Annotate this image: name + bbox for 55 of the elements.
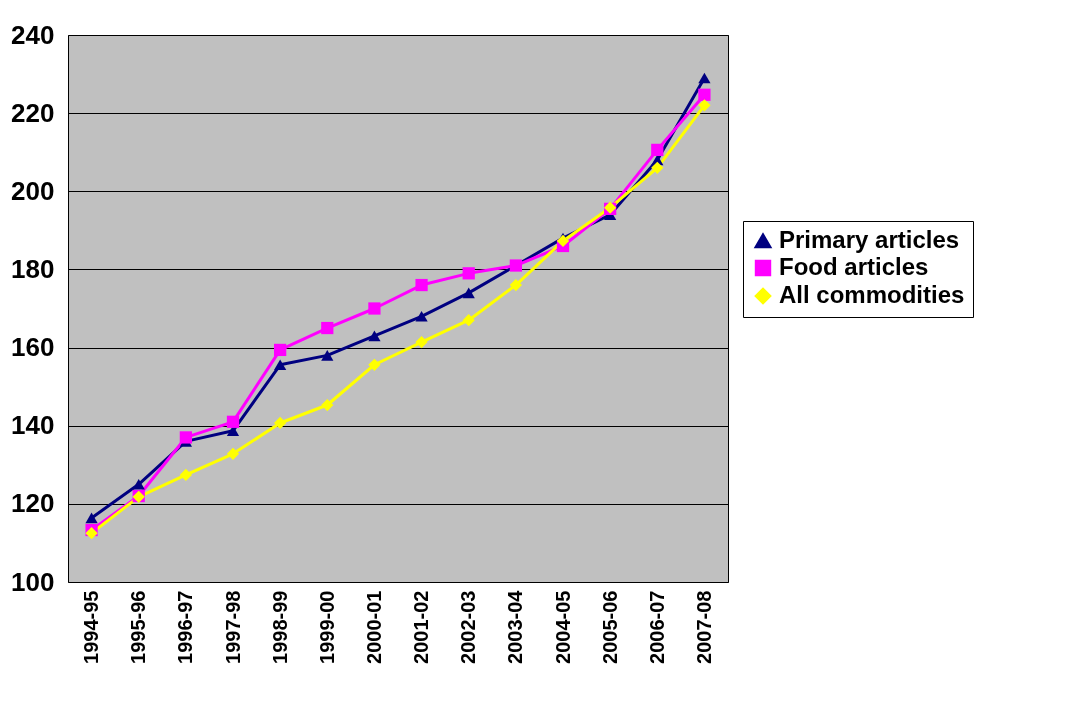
point	[462, 287, 475, 299]
y-tick-label: 220	[11, 97, 55, 128]
x-tick-label: 2002-03	[457, 590, 480, 664]
point	[698, 88, 711, 101]
point	[321, 350, 334, 361]
x-tick-label: 1995-96	[127, 590, 150, 664]
x-tick-label: 2006-07	[645, 590, 668, 664]
x-tick-label: 1998-99	[268, 590, 291, 664]
x-tick-label: 1999-00	[315, 590, 338, 664]
point	[415, 278, 428, 292]
point	[368, 302, 381, 315]
x-tick-label: 2003-04	[504, 589, 527, 664]
point	[179, 431, 192, 444]
y-tick-label: 160	[11, 332, 55, 363]
x-tick-label: 2004-05	[551, 590, 574, 664]
legend-label: All commodities	[779, 281, 965, 308]
x-tick-label: 1994-95	[80, 590, 103, 664]
point	[85, 527, 98, 540]
point	[462, 267, 475, 280]
y-tick-label: 200	[11, 175, 55, 206]
point	[462, 314, 475, 327]
point	[368, 330, 381, 342]
point	[509, 278, 522, 292]
y-tick-label: 120	[11, 488, 55, 519]
legend-label: Food articles	[779, 253, 929, 280]
point	[132, 479, 145, 490]
y-tick-label: 140	[11, 410, 55, 441]
x-tick-label: 2007-08	[692, 590, 715, 664]
x-tick-label: 2001-02	[410, 590, 433, 664]
point	[321, 321, 334, 335]
point	[415, 335, 428, 349]
point	[179, 468, 192, 482]
point	[274, 359, 287, 371]
point	[226, 415, 240, 428]
point	[698, 99, 711, 112]
point	[321, 398, 334, 412]
point	[651, 161, 664, 174]
point	[226, 425, 240, 437]
point	[274, 416, 287, 430]
point	[415, 311, 428, 322]
legend-label: Primary articles	[779, 226, 960, 253]
point	[226, 447, 240, 460]
x-tick-label: 1996-97	[174, 590, 197, 664]
x-tick-label: 1997-98	[221, 590, 244, 664]
x-tick-label: 2005-06	[598, 590, 621, 664]
point	[698, 72, 711, 84]
x-tick-label: 2000-01	[362, 590, 385, 664]
y-tick-label: 240	[11, 19, 55, 50]
point	[274, 343, 287, 357]
y-tick-label: 180	[11, 253, 55, 284]
point	[368, 358, 381, 371]
point	[651, 143, 664, 156]
y-tick-label: 100	[11, 566, 55, 597]
point	[556, 234, 570, 248]
point	[85, 512, 98, 524]
